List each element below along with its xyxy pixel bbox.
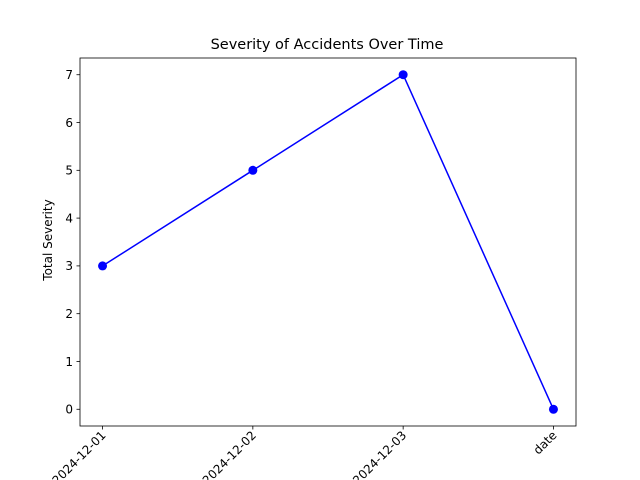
y-axis-label: Total Severity [41, 199, 55, 281]
y-tick-label: 0 [65, 403, 73, 417]
plot-area: 0 1 2 3 4 5 6 7 2024-12-01 2024-12-02 2024-12-03 da… [49, 57, 577, 480]
data-point [398, 70, 408, 80]
y-tick-label: 7 [65, 68, 73, 82]
y-tick-label: 6 [65, 116, 73, 130]
y-tick-label: 2 [65, 307, 73, 321]
x-tick-label: 2024-12-03 [350, 428, 409, 480]
plot-frame [79, 57, 577, 427]
data-point [98, 261, 108, 271]
data-point [548, 404, 558, 414]
y-tick-label: 1 [65, 355, 73, 369]
data-point [248, 165, 258, 175]
x-tick-label: 2024-12-01 [49, 428, 108, 480]
y-tick-label: 5 [65, 164, 73, 178]
x-tick-label: date [531, 428, 560, 457]
series-line [102, 73, 555, 410]
x-tick-label: 2024-12-02 [200, 428, 259, 480]
y-tick-label: 3 [65, 259, 73, 273]
y-tick-label: 4 [65, 211, 73, 225]
chart-title: Severity of Accidents Over Time [211, 37, 444, 53]
